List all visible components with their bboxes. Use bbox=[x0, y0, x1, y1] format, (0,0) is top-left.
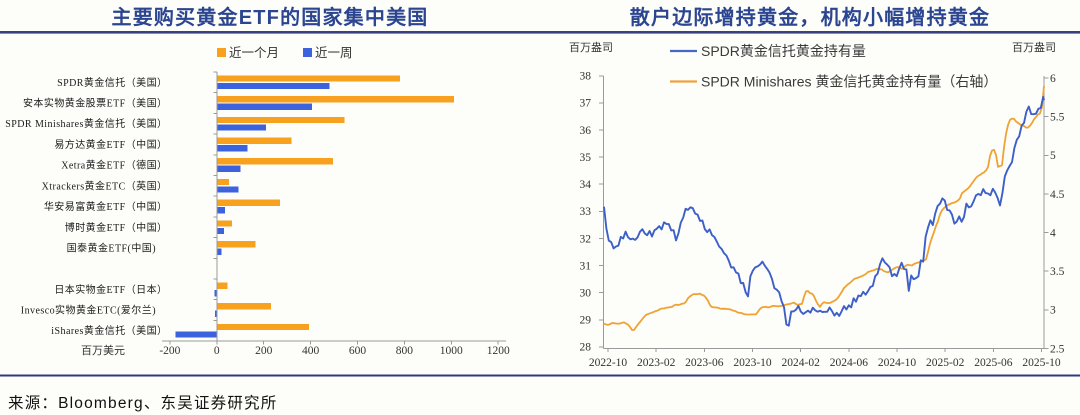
svg-text:SPDR黄金信托黄金持有量: SPDR黄金信托黄金持有量 bbox=[701, 43, 866, 59]
svg-text:1200: 1200 bbox=[487, 345, 510, 357]
svg-text:5.5: 5.5 bbox=[1050, 112, 1065, 124]
svg-text:2023-10: 2023-10 bbox=[733, 357, 772, 369]
svg-text:Xetra黄金ETF（德国）: Xetra黄金ETF（德国） bbox=[61, 159, 167, 172]
svg-text:2025-10: 2025-10 bbox=[1022, 357, 1061, 369]
svg-text:2024-10: 2024-10 bbox=[878, 357, 917, 369]
svg-text:百万盎司: 百万盎司 bbox=[569, 40, 613, 54]
svg-text:SPDR Minishares黄金信托（美国）: SPDR Minishares黄金信托（美国） bbox=[5, 117, 167, 130]
svg-text:37: 37 bbox=[580, 98, 592, 110]
svg-text:博时黄金ETF（中国）: 博时黄金ETF（中国） bbox=[65, 221, 168, 234]
svg-text:2023-02: 2023-02 bbox=[637, 357, 676, 369]
svg-text:6: 6 bbox=[1050, 73, 1056, 85]
svg-text:400: 400 bbox=[302, 345, 320, 357]
svg-text:日本实物金ETF（日本）: 日本实物金ETF（日本） bbox=[54, 283, 167, 296]
svg-text:Invesco实物黄金ETC(爱尔兰): Invesco实物黄金ETC(爱尔兰) bbox=[21, 304, 156, 317]
svg-text:国泰黄金ETF(中国): 国泰黄金ETF(中国) bbox=[67, 241, 156, 254]
svg-text:百万盎司: 百万盎司 bbox=[1012, 40, 1056, 54]
svg-text:近一周: 近一周 bbox=[315, 46, 353, 60]
svg-text:来源：Bloomberg、东吴证券研究所: 来源：Bloomberg、东吴证券研究所 bbox=[8, 394, 277, 412]
svg-text:32: 32 bbox=[580, 233, 592, 245]
svg-text:SPDR Minishares 黄金信托黄金持有量（右轴）: SPDR Minishares 黄金信托黄金持有量（右轴） bbox=[701, 74, 997, 90]
svg-text:2023-06: 2023-06 bbox=[685, 357, 724, 369]
svg-text:36: 36 bbox=[580, 125, 592, 137]
svg-text:34: 34 bbox=[580, 179, 592, 191]
svg-text:33: 33 bbox=[580, 206, 592, 218]
svg-text:2022-10: 2022-10 bbox=[589, 357, 628, 369]
svg-text:2025-06: 2025-06 bbox=[974, 357, 1013, 369]
svg-text:2024-06: 2024-06 bbox=[830, 357, 869, 369]
svg-text:近一个月: 近一个月 bbox=[229, 46, 279, 60]
svg-text:4.5: 4.5 bbox=[1050, 189, 1065, 201]
svg-text:百万美元: 百万美元 bbox=[81, 344, 125, 357]
svg-text:5: 5 bbox=[1050, 150, 1056, 162]
svg-text:2025-02: 2025-02 bbox=[926, 357, 965, 369]
svg-text:易方达黄金ETF（中国）: 易方达黄金ETF（中国） bbox=[54, 138, 167, 151]
svg-text:0: 0 bbox=[214, 345, 220, 357]
svg-text:600: 600 bbox=[349, 345, 367, 357]
svg-text:2024-02: 2024-02 bbox=[782, 357, 821, 369]
svg-text:800: 800 bbox=[396, 345, 414, 357]
svg-text:安本实物黄金股票ETF（美国）: 安本实物黄金股票ETF（美国） bbox=[23, 97, 168, 110]
svg-text:4: 4 bbox=[1050, 227, 1056, 239]
svg-text:29: 29 bbox=[580, 315, 592, 327]
svg-text:华安易富黄金ETF（中国）: 华安易富黄金ETF（中国） bbox=[44, 200, 168, 213]
svg-text:Xtrackers黄金ETC（英国）: Xtrackers黄金ETC（英国） bbox=[42, 179, 168, 192]
svg-text:200: 200 bbox=[255, 345, 273, 357]
svg-text:2.5: 2.5 bbox=[1050, 343, 1065, 355]
svg-text:3.5: 3.5 bbox=[1050, 266, 1065, 278]
svg-text:iShares黄金信托（美国）: iShares黄金信托（美国） bbox=[51, 324, 167, 337]
svg-text:-200: -200 bbox=[159, 345, 180, 357]
svg-text:30: 30 bbox=[580, 288, 592, 300]
svg-text:31: 31 bbox=[580, 260, 592, 272]
svg-text:3: 3 bbox=[1050, 305, 1056, 317]
svg-text:38: 38 bbox=[580, 71, 592, 83]
svg-text:SPDR黄金信托（美国）: SPDR黄金信托（美国） bbox=[57, 76, 167, 89]
svg-text:散户边际增持黄金，机构小幅增持黄金: 散户边际增持黄金，机构小幅增持黄金 bbox=[630, 5, 990, 29]
svg-text:1000: 1000 bbox=[440, 345, 463, 357]
svg-text:主要购买黄金ETF的国家集中美国: 主要购买黄金ETF的国家集中美国 bbox=[112, 5, 429, 29]
svg-text:35: 35 bbox=[580, 152, 592, 164]
svg-text:28: 28 bbox=[580, 342, 592, 354]
